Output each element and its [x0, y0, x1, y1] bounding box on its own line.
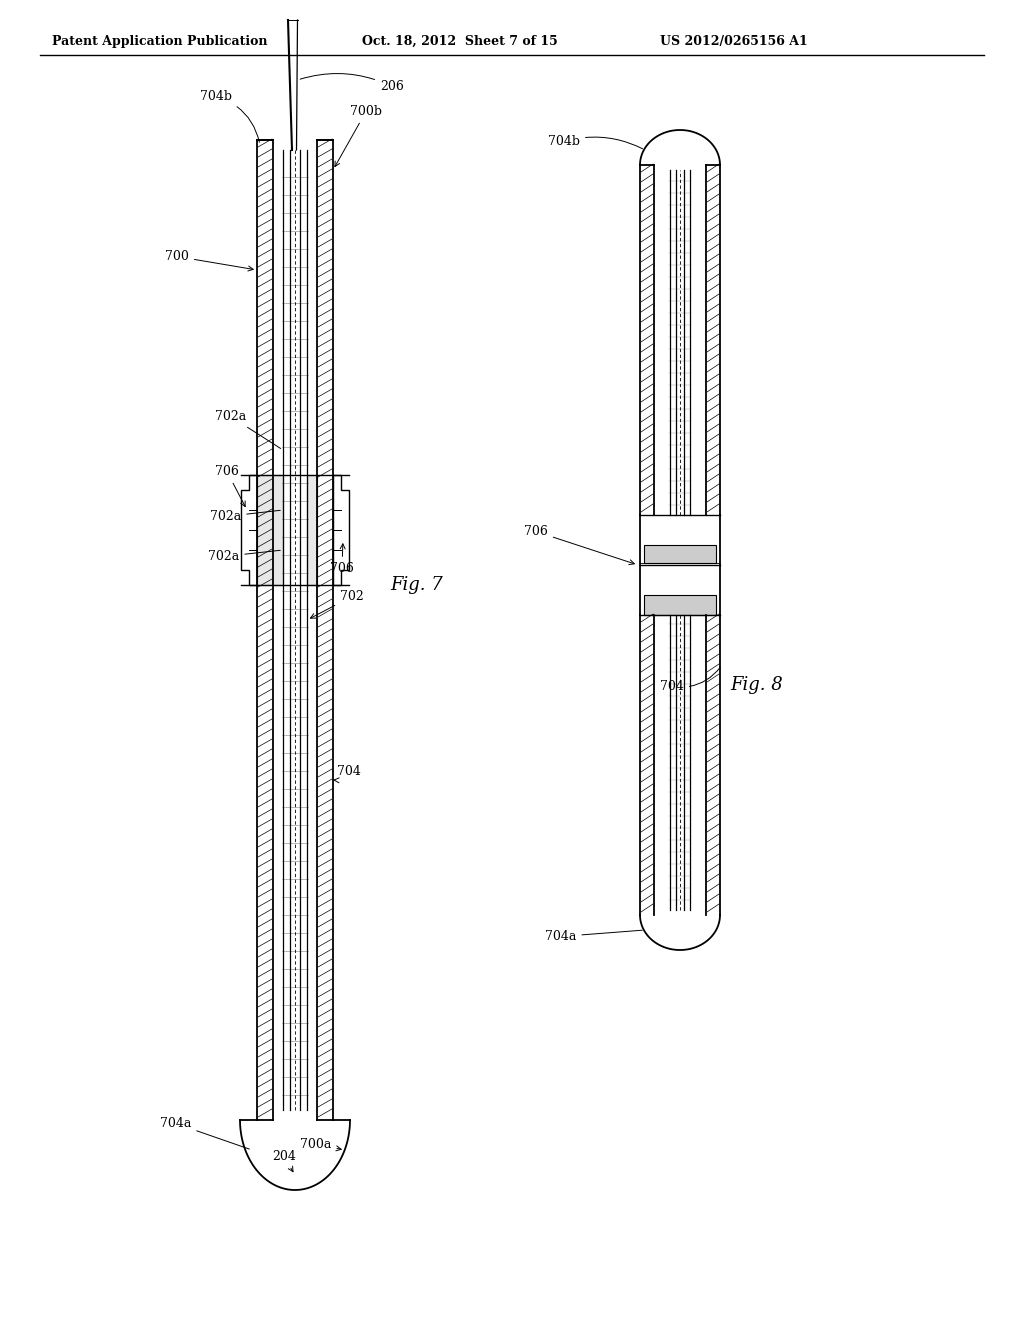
Bar — [644, 545, 716, 564]
Text: 702: 702 — [310, 590, 364, 618]
Text: Oct. 18, 2012  Sheet 7 of 15: Oct. 18, 2012 Sheet 7 of 15 — [362, 36, 558, 48]
Text: 700: 700 — [165, 249, 253, 271]
Text: 702a: 702a — [208, 550, 281, 564]
Text: 704b: 704b — [200, 90, 259, 143]
Polygon shape — [307, 475, 317, 585]
Text: 704: 704 — [334, 766, 360, 783]
Bar — [644, 595, 716, 615]
Text: 706: 706 — [215, 465, 245, 507]
Polygon shape — [241, 475, 257, 585]
Text: 702a: 702a — [215, 411, 281, 449]
Text: 704a: 704a — [160, 1117, 250, 1150]
Text: 700b: 700b — [335, 106, 382, 166]
Text: 204: 204 — [272, 1150, 296, 1172]
Polygon shape — [333, 475, 349, 585]
Text: 700a: 700a — [300, 1138, 341, 1151]
Text: 702a: 702a — [210, 510, 281, 523]
Text: 706: 706 — [524, 525, 634, 565]
Text: Patent Application Publication: Patent Application Publication — [52, 36, 267, 48]
Text: 704a: 704a — [545, 931, 642, 942]
Text: 706: 706 — [330, 544, 354, 576]
Text: Fig. 8: Fig. 8 — [730, 676, 782, 694]
Text: 704: 704 — [660, 667, 720, 693]
Text: 206: 206 — [300, 74, 403, 92]
Text: Fig. 7: Fig. 7 — [390, 576, 442, 594]
Text: US 2012/0265156 A1: US 2012/0265156 A1 — [660, 36, 808, 48]
Polygon shape — [257, 475, 283, 585]
Text: 704b: 704b — [548, 135, 642, 149]
